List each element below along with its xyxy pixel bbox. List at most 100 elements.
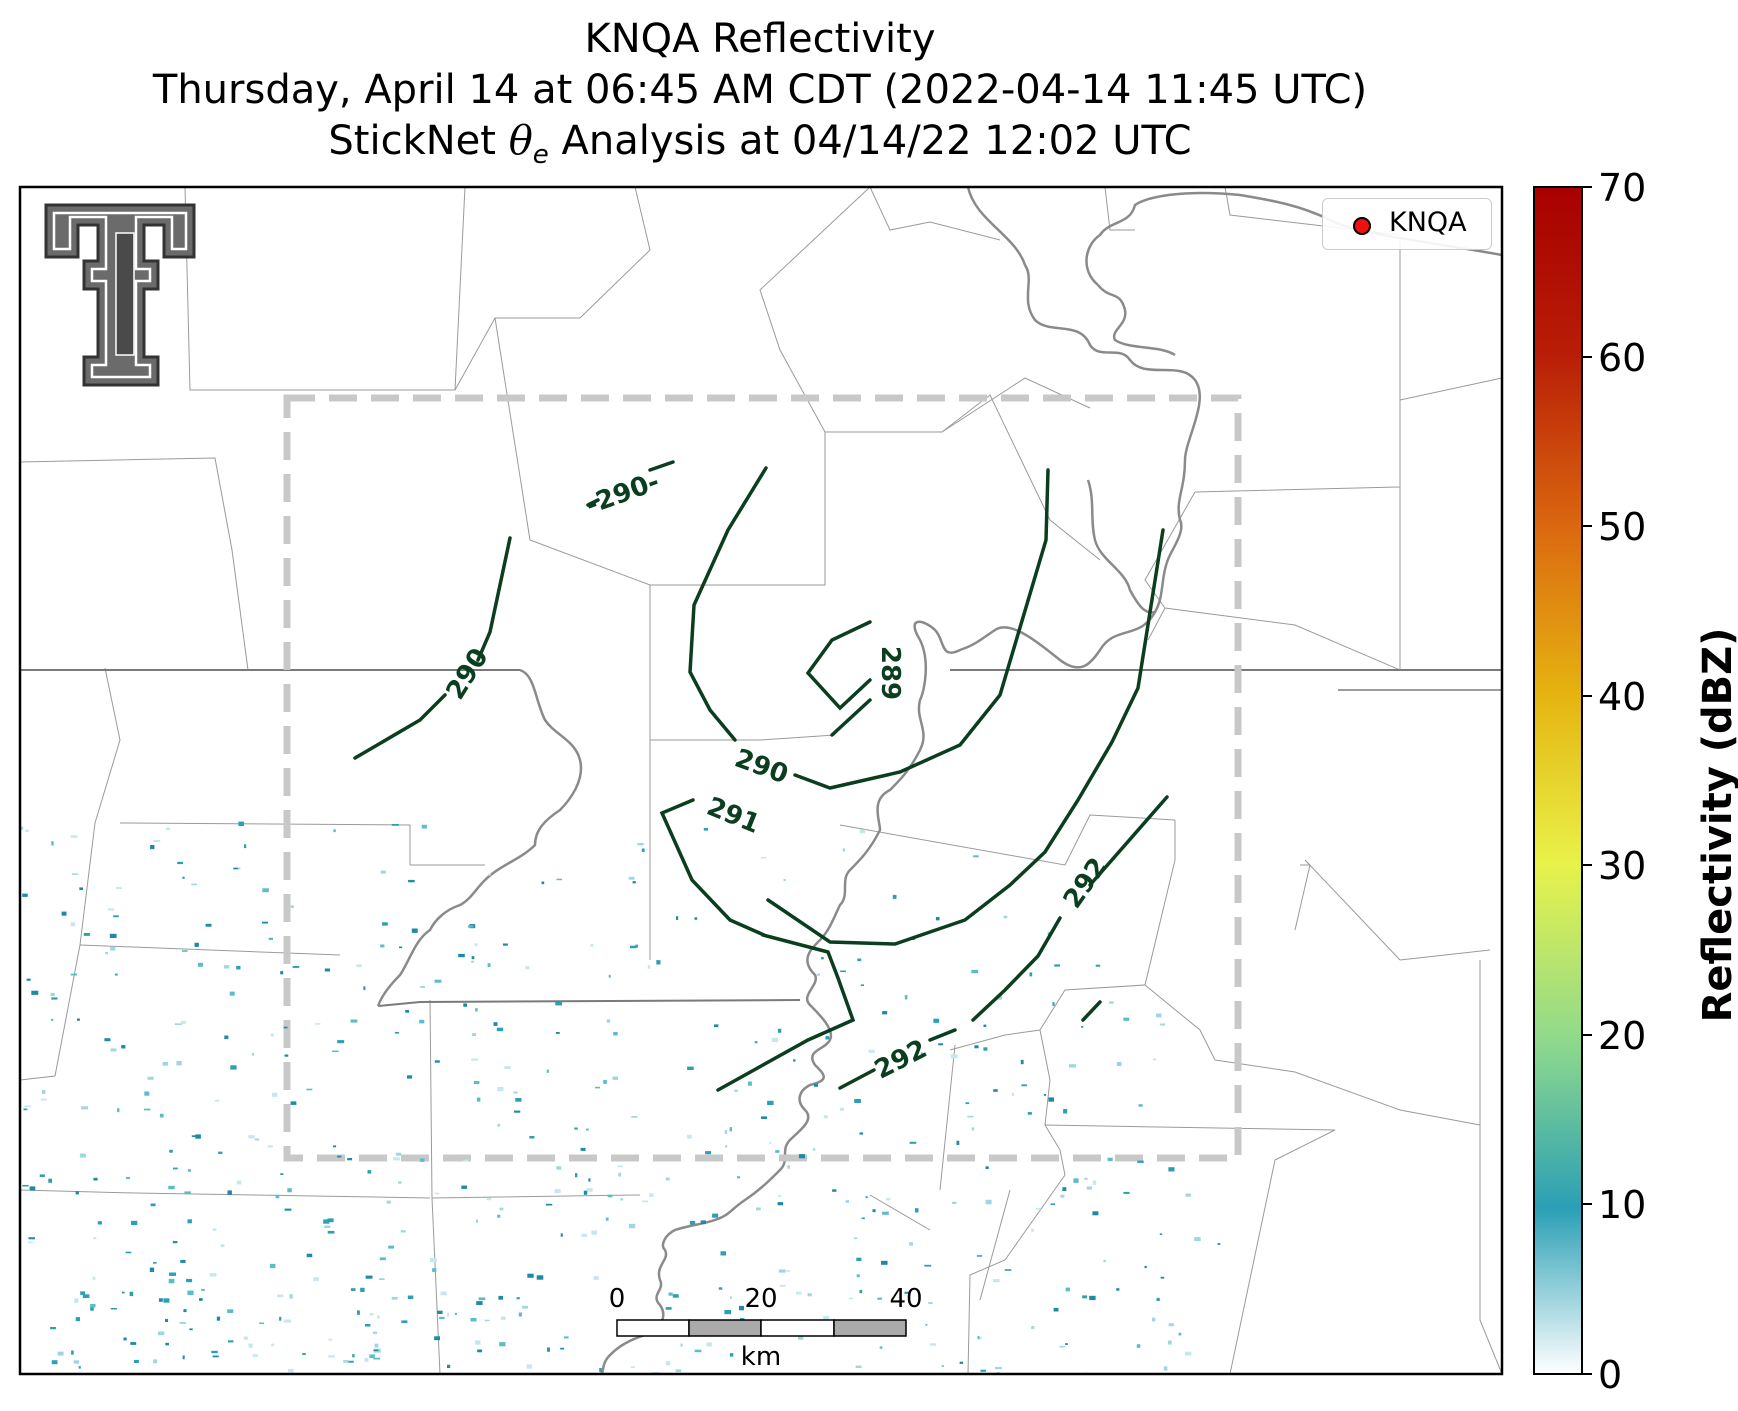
reflectivity-pixel bbox=[367, 1170, 372, 1174]
reflectivity-pixel bbox=[516, 1297, 520, 1300]
reflectivity-pixel bbox=[131, 1220, 138, 1225]
reflectivity-pixel bbox=[904, 995, 908, 1000]
reflectivity-pixel bbox=[284, 1319, 291, 1323]
reflectivity-pixel bbox=[79, 1153, 86, 1158]
reflectivity-pixel bbox=[959, 1361, 964, 1364]
reflectivity-pixel bbox=[143, 1108, 151, 1111]
reflectivity-pixel bbox=[560, 1233, 563, 1237]
reflectivity-pixel bbox=[40, 1098, 47, 1101]
analysis-domain-box bbox=[283, 394, 1242, 1162]
reflectivity-pixel bbox=[1092, 1180, 1097, 1185]
reflectivity-pixel bbox=[328, 1355, 335, 1358]
reflectivity-pixel bbox=[909, 1242, 913, 1246]
reflectivity-pixel bbox=[259, 1322, 264, 1325]
reflectivity-pixel bbox=[853, 1237, 858, 1240]
reflectivity-pixel bbox=[25, 829, 29, 832]
reflectivity-pixel bbox=[168, 1278, 175, 1284]
reflectivity-pixel bbox=[668, 1292, 673, 1296]
reflectivity-pixel bbox=[856, 1274, 860, 1278]
reflectivity-pixel bbox=[347, 1158, 353, 1161]
reflectivity-pixel bbox=[272, 1092, 278, 1097]
reflectivity-pixel bbox=[186, 1278, 193, 1283]
reflectivity-pixel bbox=[992, 1279, 1000, 1283]
reflectivity-pixel bbox=[165, 1342, 169, 1346]
radar-marker-icon bbox=[1353, 217, 1371, 235]
contour-labels: -290- 290 289 290 291 292 292 bbox=[441, 467, 1114, 1086]
reflectivity-pixel bbox=[591, 1230, 597, 1235]
reflectivity-pixel bbox=[965, 1102, 970, 1105]
reflectivity-pixel bbox=[121, 1045, 126, 1049]
colorbar-tick-50: 50 bbox=[1598, 505, 1647, 549]
reflectivity-pixel bbox=[471, 956, 475, 960]
reflectivity-pixel bbox=[337, 1040, 345, 1044]
reflectivity-pixel bbox=[605, 1217, 609, 1221]
reflectivity-pixel bbox=[113, 915, 119, 918]
reflectivity-pixel bbox=[187, 1169, 191, 1172]
reflectivity-pixel bbox=[468, 925, 474, 928]
reflectivity-pixel bbox=[369, 1354, 375, 1359]
reflectivity-pixel bbox=[446, 1312, 450, 1317]
reflectivity-pixel bbox=[379, 1278, 385, 1280]
reflectivity-pixel bbox=[394, 1031, 399, 1034]
map-frame bbox=[18, 185, 1504, 1376]
reflectivity-pixel bbox=[1011, 1092, 1014, 1097]
title-line-3-prefix: StickNet bbox=[328, 118, 509, 164]
reflectivity-pixel bbox=[224, 1035, 229, 1040]
reflectivity-pixel bbox=[586, 1188, 593, 1192]
reflectivity-pixel bbox=[882, 1211, 889, 1215]
reflectivity-pixel bbox=[555, 1001, 562, 1006]
reflectivity-pixel bbox=[857, 958, 862, 962]
colorbar-label: Reflectivity (dBZ) bbox=[1695, 627, 1738, 1023]
reflectivity-pixel bbox=[463, 1159, 469, 1162]
reflectivity-pixel bbox=[1050, 1203, 1055, 1206]
reflectivity-pixel bbox=[1156, 1013, 1162, 1018]
reflectivity-pixel bbox=[458, 953, 465, 958]
reflectivity-pixel bbox=[525, 966, 530, 970]
reflectivity-pixel bbox=[90, 1307, 94, 1311]
reflectivity-pixel bbox=[590, 944, 594, 947]
reflectivity-pixel bbox=[617, 1165, 623, 1168]
reflectivity-pixel bbox=[476, 1097, 481, 1102]
reflectivity-pixel bbox=[93, 1177, 98, 1181]
reflectivity-pixel bbox=[388, 1245, 394, 1249]
reflectivity-pixel bbox=[26, 978, 31, 981]
reflectivity-pixel bbox=[976, 1255, 983, 1257]
reflectivity-pixel bbox=[785, 1270, 791, 1272]
reflectivity-pixel bbox=[365, 1324, 371, 1327]
reflectivity-pixel bbox=[983, 1024, 987, 1027]
reflectivity-pixel bbox=[545, 1203, 553, 1206]
reflectivity-pixel bbox=[756, 1207, 761, 1211]
reflectivity-pixel bbox=[1217, 1243, 1221, 1245]
river-middle bbox=[1086, 479, 1156, 614]
title-line-1: KNQA Reflectivity bbox=[584, 16, 936, 62]
theta-symbol: θ bbox=[508, 118, 533, 164]
reflectivity-pixel bbox=[613, 1031, 618, 1036]
reflectivity-pixel bbox=[716, 1154, 719, 1158]
reflectivity-pixel bbox=[209, 1273, 217, 1277]
reflectivity-pixel bbox=[439, 1316, 445, 1320]
texas-tech-double-t-logo bbox=[44, 203, 196, 387]
reflectivity-pixel bbox=[471, 1058, 479, 1061]
reflectivity-pixel bbox=[777, 1202, 784, 1206]
reflectivity-pixel bbox=[333, 1145, 337, 1148]
reflectivity-pixel bbox=[90, 1303, 96, 1308]
reflectivity-pixel bbox=[182, 876, 185, 879]
reflectivity-pixel bbox=[595, 1086, 600, 1089]
reflectivity-pixel bbox=[153, 840, 161, 843]
reflectivity-pixel bbox=[454, 1312, 457, 1315]
reflectivity-pixel bbox=[129, 1291, 134, 1297]
reflectivity-pixel bbox=[642, 1200, 649, 1203]
reflectivity-pixel bbox=[373, 1349, 379, 1352]
reflectivity-pixel bbox=[284, 1208, 292, 1211]
reflectivity-pixel bbox=[1086, 1186, 1093, 1190]
reflectivity-pixel bbox=[220, 1244, 225, 1248]
reflectivity-pixel bbox=[157, 1331, 165, 1336]
reflectivity-pixel bbox=[93, 1237, 97, 1240]
reflectivity-pixel bbox=[251, 1052, 254, 1056]
reflectivity-pixel bbox=[995, 1367, 1002, 1370]
reflectivity-pixel bbox=[1035, 1207, 1041, 1210]
reflectivity-pixel bbox=[194, 942, 199, 947]
legend-label: KNQA bbox=[1389, 207, 1467, 238]
reflectivity-pixel bbox=[760, 856, 767, 859]
reflectivity-pixel bbox=[177, 861, 183, 865]
